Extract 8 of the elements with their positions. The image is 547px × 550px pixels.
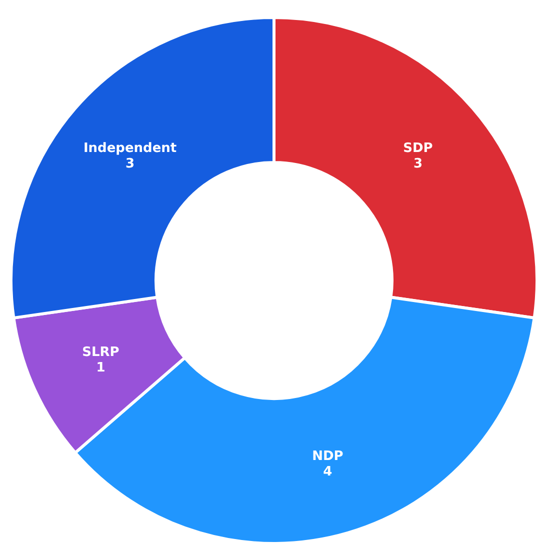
slice-label: SLRP [82,345,120,360]
data-label: 4 [323,464,332,480]
data-label: 3 [126,156,135,172]
slice-label: Independent [83,141,177,156]
data-label: 3 [413,156,422,172]
data-label: 1 [96,360,106,376]
slice-label: SDP [403,141,433,156]
slice-label: NDP [312,448,344,464]
